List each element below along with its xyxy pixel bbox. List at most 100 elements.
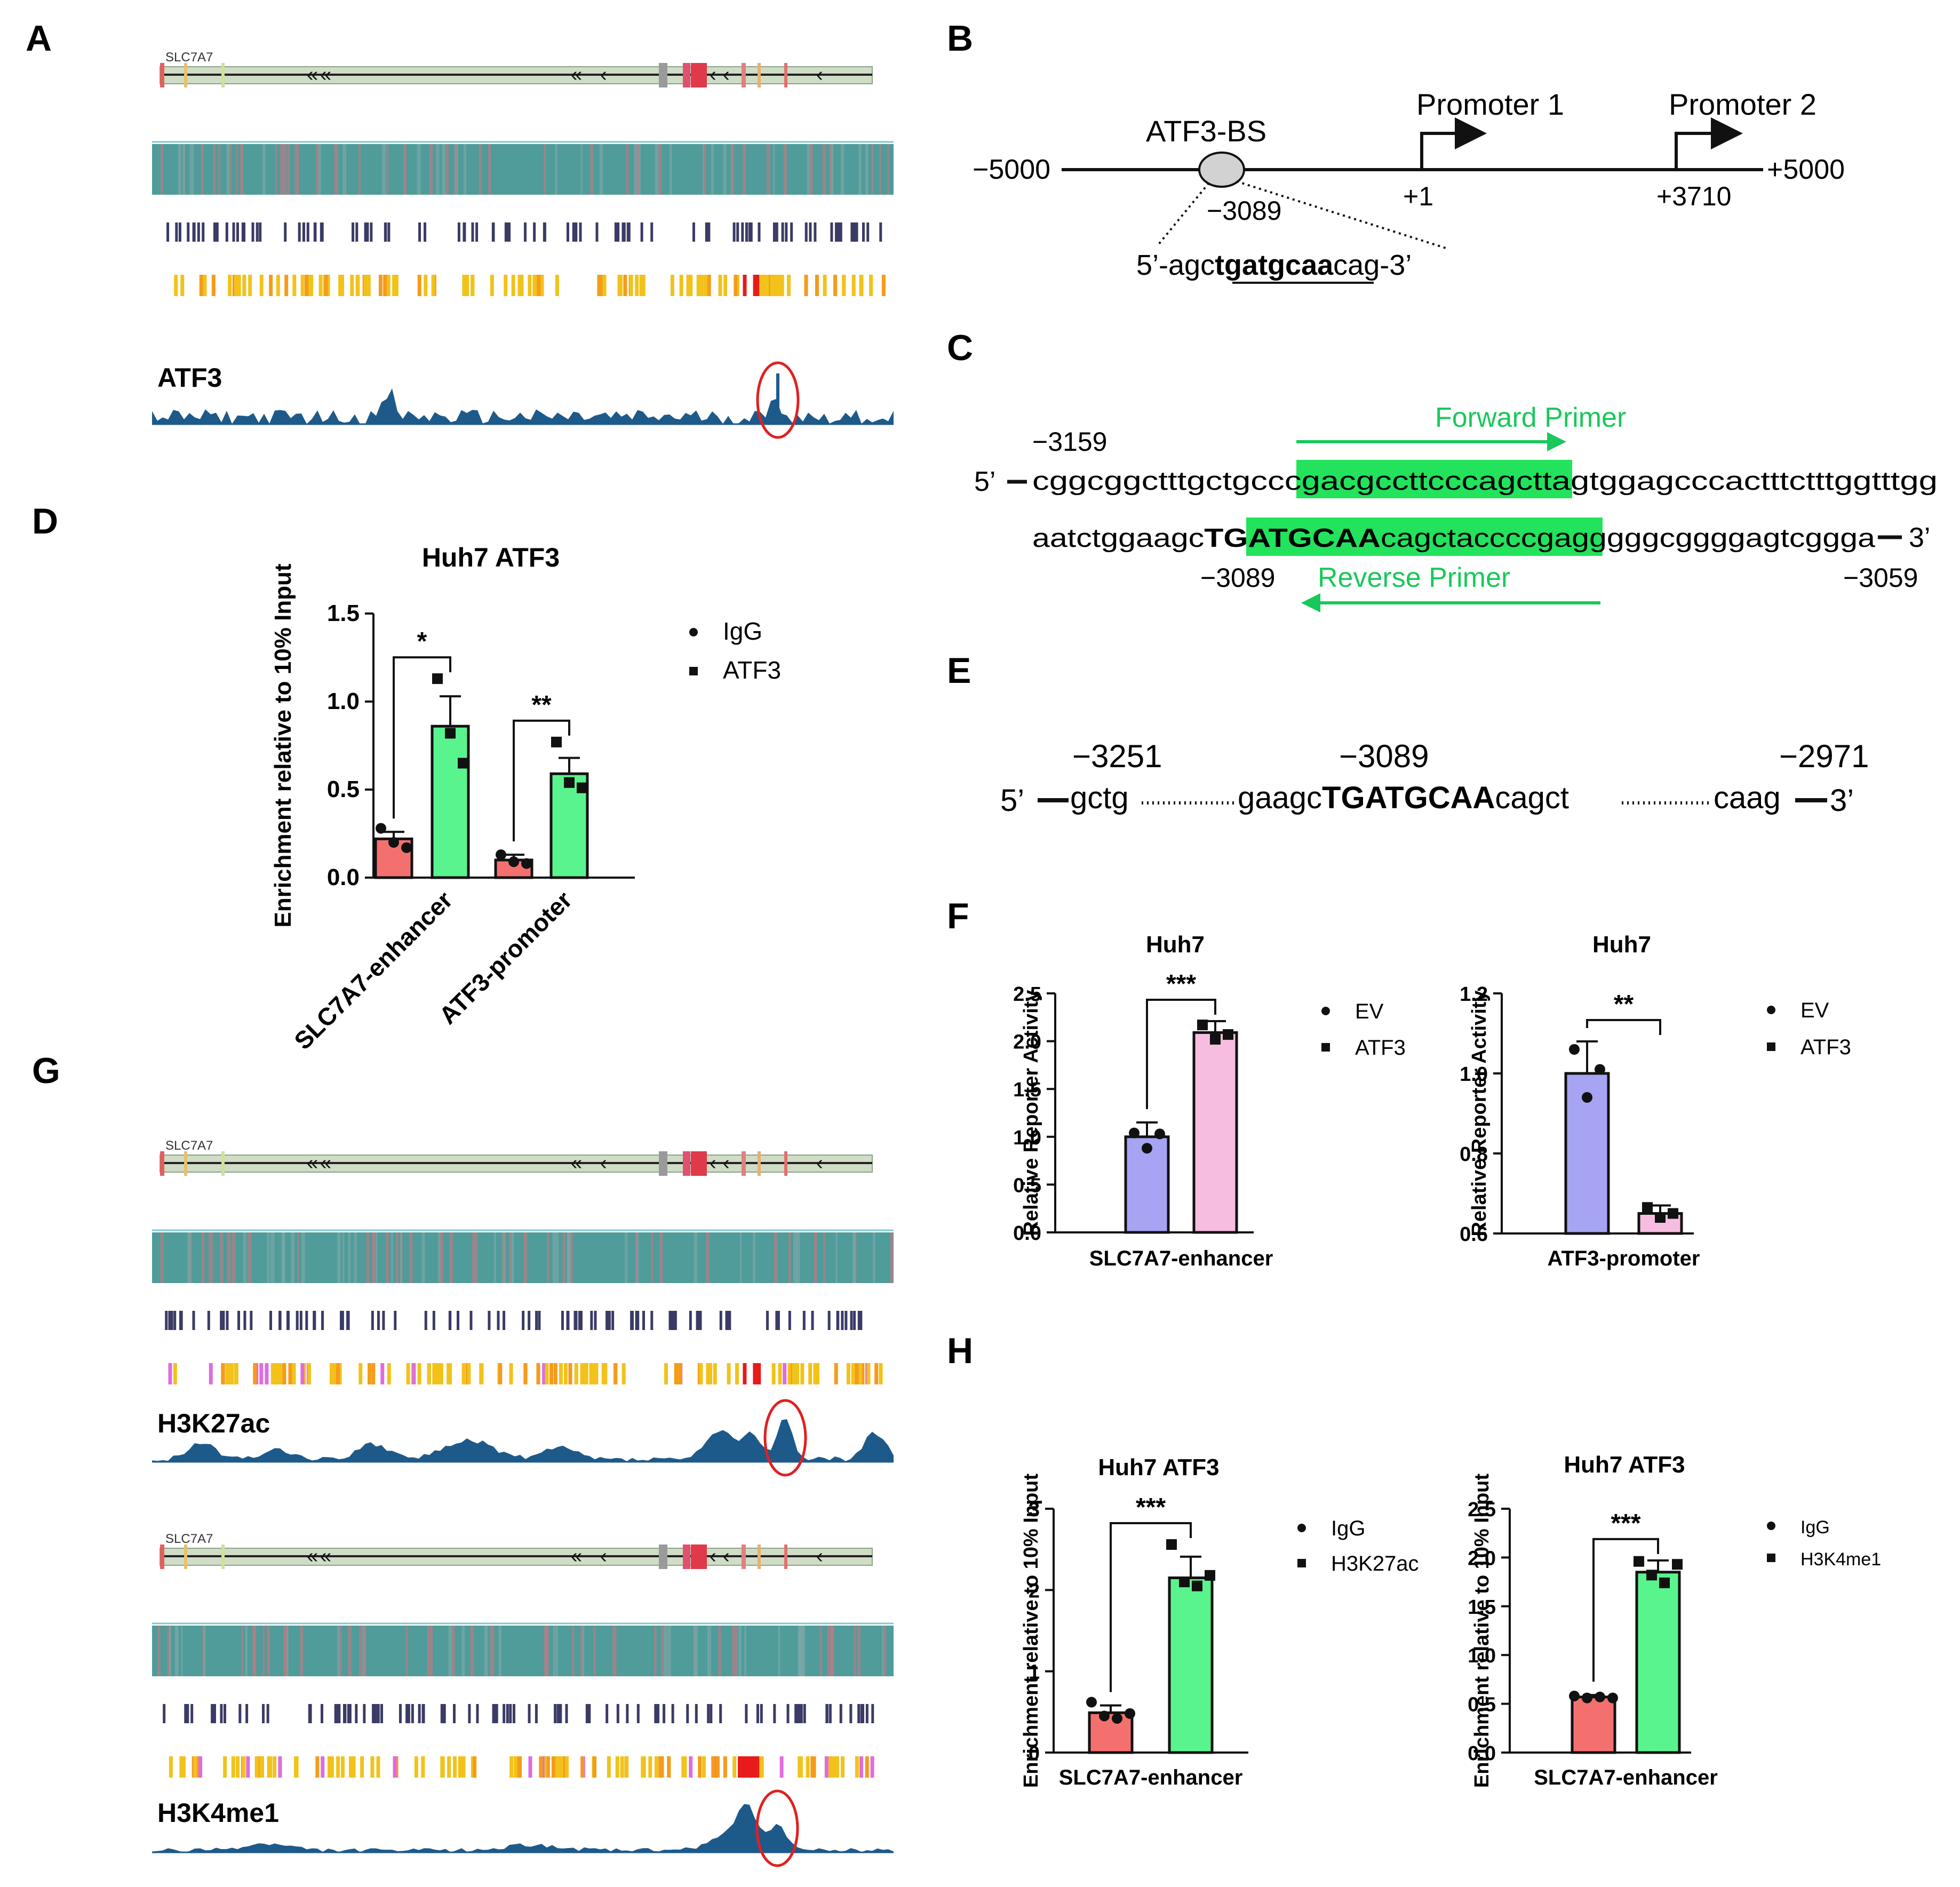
atf3-bs-position: −3089 (1207, 196, 1281, 226)
annotation-tick (528, 1704, 531, 1723)
annotation-tick (608, 1311, 611, 1330)
conservation-stripe (655, 144, 659, 195)
strand-arrow-icon: ‹ (816, 63, 823, 86)
chromatin-state-block (667, 1756, 671, 1778)
conservation-stripe (555, 1626, 558, 1676)
annotation-tick (611, 1311, 615, 1330)
conservation-stripe (493, 1232, 496, 1283)
chromatin-state-block (294, 1756, 299, 1778)
conservation-stripe (828, 144, 833, 195)
annotation-tick (741, 222, 744, 242)
conservation-stripe (297, 1232, 299, 1283)
annotation-tick (533, 222, 536, 242)
annotation-tick (579, 1311, 583, 1330)
chromatin-state-block (641, 275, 646, 296)
chromatin-state-block (368, 1363, 372, 1384)
annotation-tick (726, 1311, 729, 1330)
reverse-primer-highlight (1246, 517, 1603, 556)
legend-label-d: ATF3 (723, 656, 781, 684)
annotation-tick (811, 1311, 814, 1330)
chromatin-state-block (448, 1363, 452, 1384)
annotation-tick (320, 222, 323, 242)
annotation-tick (243, 1311, 246, 1330)
chromatin-state-block (273, 1756, 277, 1778)
legend-marker-f2 (1767, 1006, 1775, 1014)
conservation-stripe (767, 144, 770, 195)
annotation-tick (775, 1311, 778, 1330)
conservation-stripe (275, 144, 277, 195)
conservation-stripe (498, 1626, 502, 1676)
conservation-stripe (232, 1232, 236, 1283)
annotation-tick (457, 222, 460, 242)
chromatin-state-block (686, 275, 690, 296)
significance-stars-h2: *** (1611, 1509, 1640, 1538)
annotation-tick (588, 1704, 591, 1723)
chromatin-state-block (881, 275, 886, 296)
panel-label-b: B (947, 18, 973, 59)
fragment-end-position: −2971 (1779, 738, 1869, 774)
annotation-tick (346, 1311, 349, 1330)
chromatin-state-block (602, 275, 607, 296)
annotation-tick (355, 222, 358, 242)
conservation-stripe (449, 1232, 453, 1283)
annotation-tick (407, 1704, 410, 1723)
track-label: ATF3 (157, 363, 222, 393)
conservation-stripe (157, 1626, 161, 1676)
data-point-f2 (1595, 1064, 1605, 1075)
conservation-stripe (865, 144, 869, 195)
data-point-f1 (1154, 1128, 1165, 1140)
chromatin-state-block (879, 1363, 883, 1384)
annotation-tick (556, 1704, 560, 1723)
conservation-stripe (547, 1232, 549, 1283)
annotation-tick (849, 1704, 852, 1723)
annotation-tick (686, 1704, 689, 1723)
conservation-stripe (470, 1626, 474, 1676)
y-axis-label-d: Enrichment relative to 10% Input (270, 563, 296, 927)
annotation-tick (508, 222, 511, 242)
conservation-stripe (405, 1626, 408, 1676)
annotation-tick (179, 1311, 182, 1330)
conservation-stripe (362, 1626, 366, 1676)
chromatin-state-block (846, 1363, 850, 1384)
conservation-stripe (337, 1232, 341, 1283)
conservation-stripe (567, 1232, 571, 1283)
conservation-stripe (723, 144, 727, 195)
annotation-tick (567, 1311, 570, 1330)
track-label: H3K4me1 (157, 1798, 279, 1828)
conservation-stripe (203, 1626, 206, 1676)
annotation-tick (320, 1704, 323, 1723)
chromatin-state-block (787, 1363, 792, 1384)
conservation-stripe (523, 1232, 528, 1283)
annotation-tick (699, 1311, 702, 1330)
chromatin-state-block (349, 1756, 353, 1778)
conservation-stripe (788, 1232, 791, 1283)
chromatin-state-block (360, 1756, 364, 1778)
strand-arrow-icon: ‹ (600, 1152, 607, 1174)
conservation-band (152, 1626, 894, 1676)
chromatin-state-block (292, 1363, 296, 1384)
chromatin-state-block (223, 1756, 227, 1778)
strand-arrow-icon: ‹ (723, 1545, 730, 1567)
annotation-tick (809, 222, 812, 242)
data-point-f2 (1582, 1092, 1592, 1103)
conservation-stripe (634, 144, 638, 195)
chromatin-state-block (315, 1756, 320, 1778)
annotation-tick (250, 1311, 253, 1330)
chromatin-state-block (356, 275, 360, 296)
chromatin-state-block (735, 275, 739, 296)
conservation-stripe (366, 1232, 370, 1283)
annotation-tick (851, 222, 855, 242)
signal-track (152, 388, 894, 424)
annotation-tick (169, 1311, 172, 1330)
strand-arrow-icon: « (571, 1545, 582, 1567)
conservation-stripe (857, 1626, 861, 1676)
x-category-label-f1: SLC7A7-enhancer (1089, 1247, 1273, 1270)
exon-block (758, 63, 761, 87)
chromatin-state-block (532, 275, 537, 296)
left-position-label: −5000 (973, 154, 1050, 185)
data-point-d (496, 849, 506, 861)
annotation-tick (226, 1311, 229, 1330)
conservation-stripe (270, 1232, 275, 1283)
annotation-tick (636, 1311, 640, 1330)
annotation-tick (449, 1311, 452, 1330)
